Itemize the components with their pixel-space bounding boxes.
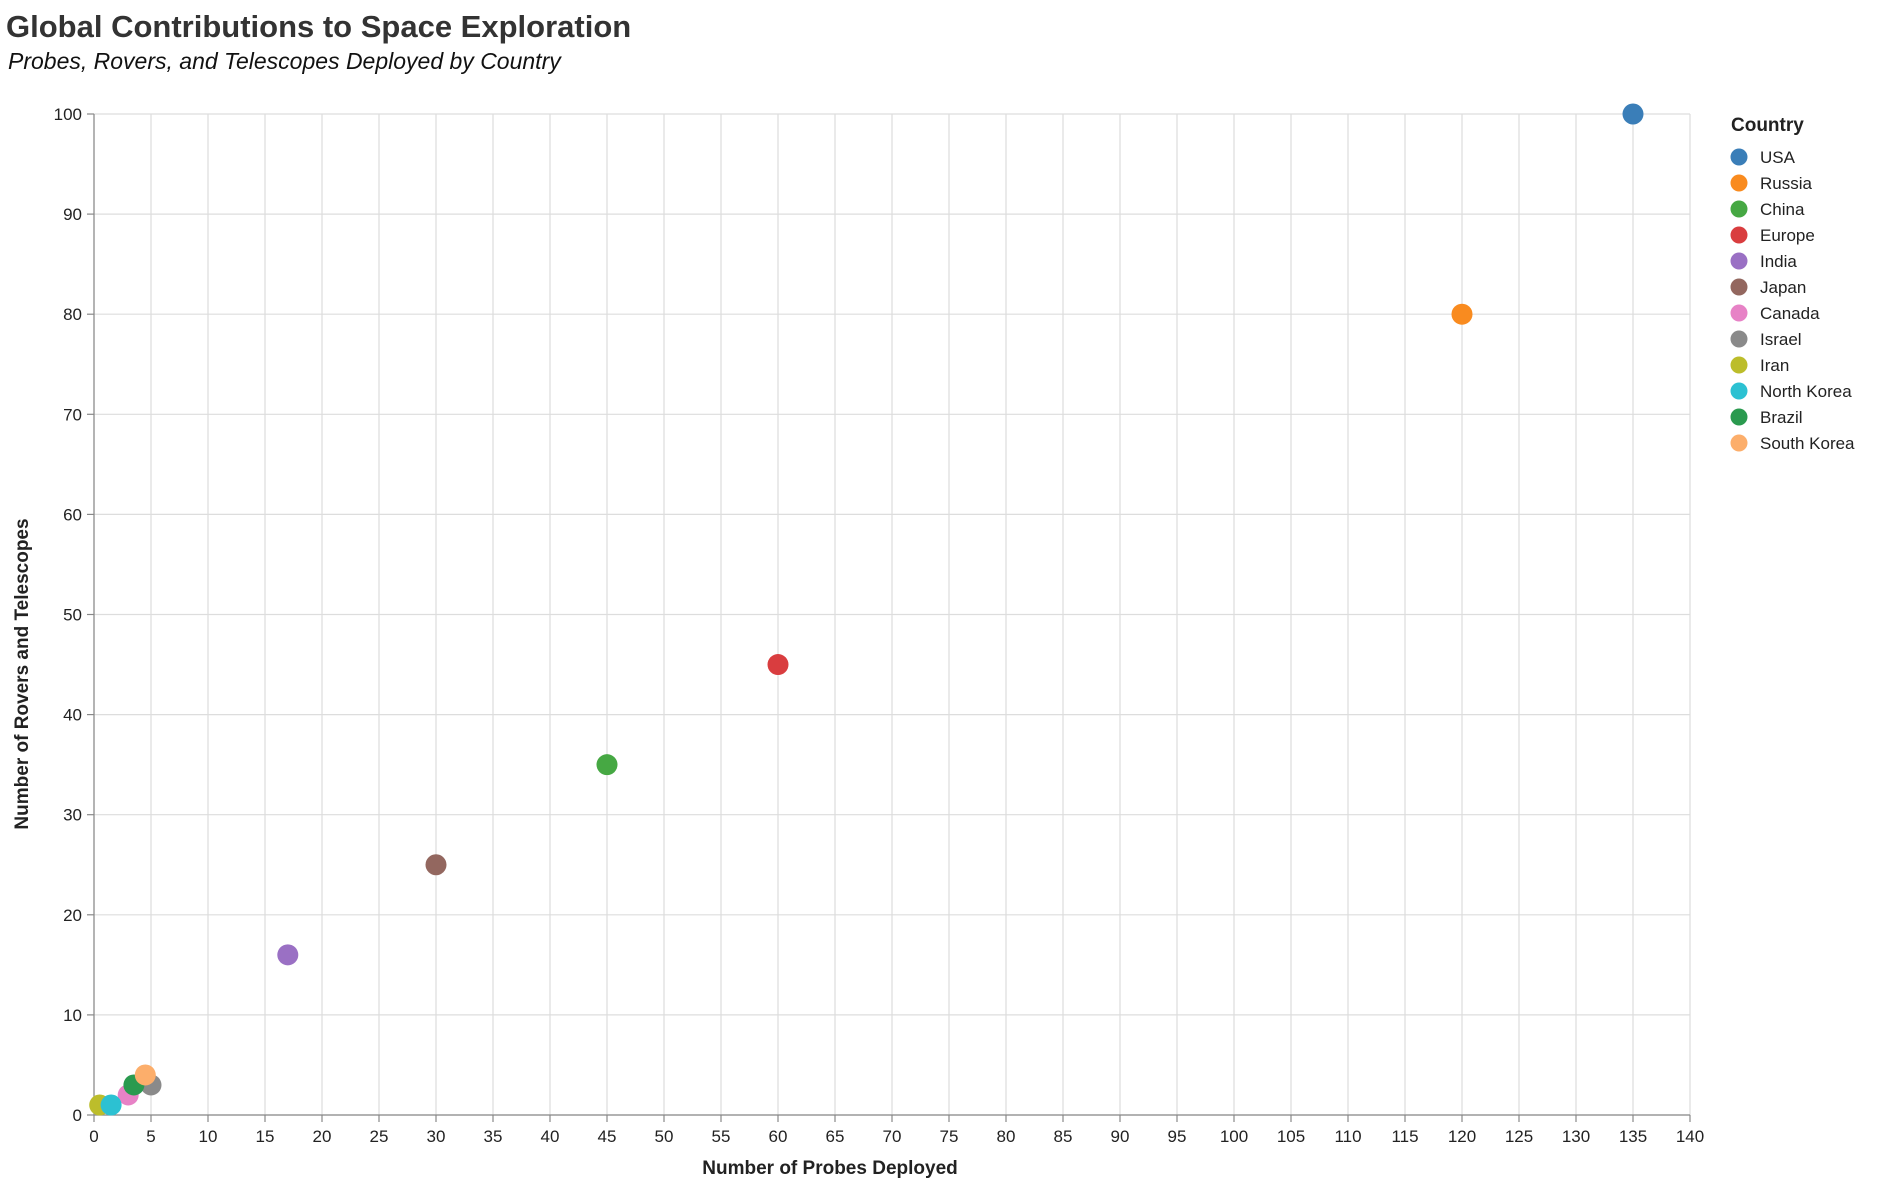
y-tick-label: 20 <box>63 906 82 925</box>
x-tick-label: 20 <box>313 1127 332 1146</box>
x-tick-label: 40 <box>541 1127 560 1146</box>
legend-item: USA <box>1730 148 1796 167</box>
x-tick-label: 80 <box>997 1127 1016 1146</box>
y-tick-label: 100 <box>54 105 82 124</box>
x-tick-label: 115 <box>1391 1127 1418 1146</box>
x-tick-label: 5 <box>146 1127 155 1146</box>
y-tick-label: 70 <box>63 405 82 424</box>
data-point-japan: Japan <box>425 854 447 876</box>
legend-label: China <box>1760 200 1805 219</box>
x-tick-label: 35 <box>484 1127 503 1146</box>
legend-swatch <box>1730 252 1748 270</box>
legend-title: Country <box>1731 115 1804 136</box>
x-tick-label: 100 <box>1220 1127 1248 1146</box>
legend-item: Iran <box>1730 356 1789 375</box>
legend-swatch <box>1730 148 1748 166</box>
legend-item: Brazil <box>1730 408 1803 427</box>
legend-item: Israel <box>1730 330 1802 349</box>
x-tick-label: 25 <box>370 1127 389 1146</box>
data-point-china: China <box>596 754 618 776</box>
legend-label: Japan <box>1760 278 1806 297</box>
x-tick-label: 140 <box>1676 1127 1704 1146</box>
x-tick-label: 65 <box>826 1127 845 1146</box>
data-points: USARussiaChinaEuropeIndiaJapanCanadaIsra… <box>89 103 1644 1116</box>
x-tick-label: 120 <box>1448 1127 1476 1146</box>
legend-item: India <box>1730 252 1797 271</box>
y-tick-label: 80 <box>63 305 82 324</box>
legend-item: China <box>1730 200 1805 219</box>
legend-label: North Korea <box>1760 382 1852 401</box>
legend-label: USA <box>1760 148 1796 167</box>
x-tick-label: 85 <box>1054 1127 1073 1146</box>
data-point-south-korea: South Korea <box>134 1064 156 1086</box>
gridlines <box>93 113 1691 1116</box>
legend-item: Europe <box>1730 226 1815 245</box>
legend-swatch <box>1730 382 1748 400</box>
legend-item: South Korea <box>1730 434 1855 453</box>
legend-label: Israel <box>1760 330 1802 349</box>
x-tick-label: 75 <box>940 1127 959 1146</box>
legend-label: Canada <box>1760 304 1820 323</box>
y-tick-label: 10 <box>63 1006 82 1025</box>
x-tick-label: 60 <box>769 1127 788 1146</box>
data-point-north-korea: North Korea <box>100 1094 122 1116</box>
y-tick-label: 30 <box>63 806 82 825</box>
y-tick-label: 90 <box>63 205 82 224</box>
legend-label: Europe <box>1760 226 1815 245</box>
x-tick-label: 70 <box>883 1127 902 1146</box>
x-tick-label: 125 <box>1505 1127 1533 1146</box>
legend-label: India <box>1760 252 1797 271</box>
legend-label: Brazil <box>1760 408 1803 427</box>
x-tick-label: 135 <box>1619 1127 1647 1146</box>
y-tick-label: 60 <box>63 505 82 524</box>
data-point-india: India <box>277 944 299 966</box>
y-tick-label: 40 <box>63 706 82 725</box>
x-tick-label: 55 <box>712 1127 731 1146</box>
data-point-europe: Europe <box>767 654 789 676</box>
x-tick-label: 130 <box>1562 1127 1590 1146</box>
x-tick-label: 90 <box>1111 1127 1130 1146</box>
x-tick-label: 15 <box>256 1127 275 1146</box>
x-tick-label: 95 <box>1168 1127 1187 1146</box>
y-tick-label: 50 <box>63 606 82 625</box>
x-tick-label: 30 <box>427 1127 446 1146</box>
x-tick-label: 110 <box>1334 1127 1361 1146</box>
legend-swatch <box>1730 434 1748 452</box>
legend-items: USA Russia China Europe India Japan Canada Isra… <box>1730 148 1855 453</box>
axes <box>87 113 1691 1122</box>
legend-label: Iran <box>1760 356 1789 375</box>
legend-label: Russia <box>1760 174 1813 193</box>
legend: Country USA Russia China Europe India Japan Ca… <box>1730 115 1855 453</box>
legend-label: South Korea <box>1760 434 1855 453</box>
x-tick-label: 0 <box>89 1127 98 1146</box>
legend-swatch <box>1730 330 1748 348</box>
data-point-usa: USA <box>1622 103 1644 125</box>
legend-swatch <box>1730 278 1748 296</box>
legend-swatch <box>1730 226 1748 244</box>
chart-subtitle: Probes, Rovers, and Telescopes Deployed … <box>8 48 562 74</box>
legend-item: Russia <box>1730 174 1813 193</box>
data-point-russia: Russia <box>1451 303 1473 325</box>
x-tick-label: 10 <box>199 1127 218 1146</box>
tick-labels: 0 5 10 15 20 25 30 35 40 45 50 55 60 65 70 75 80 85 90 95 10… <box>54 105 1705 1146</box>
legend-item: Japan <box>1730 278 1806 297</box>
x-tick-label: 50 <box>655 1127 674 1146</box>
legend-item: Canada <box>1730 304 1820 323</box>
x-tick-label: 105 <box>1277 1127 1305 1146</box>
legend-swatch <box>1730 356 1748 374</box>
x-axis-title: Number of Probes Deployed <box>702 1158 958 1179</box>
y-axis-title: Number of Rovers and Telescopes <box>12 518 33 829</box>
legend-swatch <box>1730 408 1748 426</box>
legend-swatch <box>1730 304 1748 322</box>
y-tick-label: 0 <box>73 1106 82 1125</box>
legend-swatch <box>1730 200 1748 218</box>
legend-swatch <box>1730 174 1748 192</box>
chart-title: Global Contributions to Space Exploratio… <box>6 9 631 44</box>
legend-item: North Korea <box>1730 382 1852 401</box>
x-tick-label: 45 <box>598 1127 617 1146</box>
